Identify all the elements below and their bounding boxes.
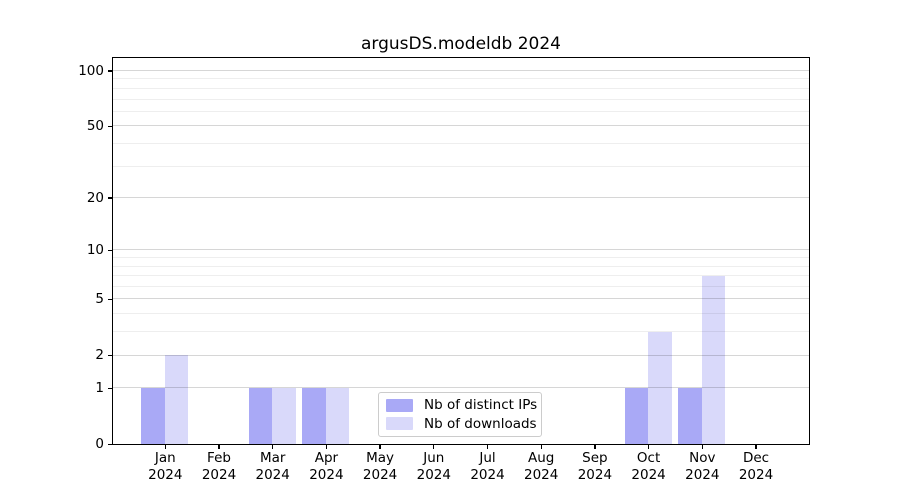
- x-tick-year: 2024: [362, 466, 398, 483]
- x-tick-label: Jun 2024: [392, 450, 476, 483]
- x-tick-year: 2024: [309, 466, 344, 483]
- x-tick-month: Sep: [582, 450, 608, 466]
- bar: [624, 387, 649, 444]
- x-tick-mark: [272, 444, 274, 450]
- chart-title: argusDS.modeldb 2024: [361, 34, 561, 54]
- legend-label: Nb of distinct IPs: [424, 397, 538, 414]
- x-tick-month: Nov: [689, 450, 716, 466]
- x-tick-year: 2024: [416, 466, 451, 483]
- x-tick-month: Dec: [742, 450, 770, 466]
- x-tick-mark: [647, 444, 650, 450]
- x-tick-year: 2024: [255, 466, 290, 483]
- legend-label: Nb of downloads: [424, 415, 537, 432]
- bars-layer: [113, 58, 809, 444]
- x-tick-month: Aug: [528, 450, 555, 466]
- x-tick-label: Dec 2024: [714, 450, 798, 483]
- y-tick-label: 50: [86, 118, 104, 135]
- legend: Nb of distinct IPs Nb of downloads: [378, 392, 542, 437]
- legend-row: Nb of downloads: [386, 415, 537, 432]
- y-tick-mark: [107, 354, 113, 357]
- x-tick-year: 2024: [524, 466, 559, 483]
- x-tick-mark: [540, 444, 542, 450]
- legend-row: Nb of distinct IPs: [386, 397, 538, 414]
- x-tick-label: Oct 2024: [607, 450, 691, 483]
- x-tick-year: 2024: [631, 466, 666, 483]
- x-tick-label: Apr 2024: [284, 450, 368, 483]
- x-tick-label: Sep 2024: [553, 450, 637, 483]
- x-tick-mark: [379, 444, 381, 450]
- x-tick-year: 2024: [577, 466, 613, 483]
- x-tick-label: Mar 2024: [231, 450, 315, 483]
- x-tick-label: Jul 2024: [446, 450, 530, 483]
- y-tick-mark: [107, 443, 113, 445]
- x-tick-month: Jul: [479, 450, 496, 466]
- x-tick-mark: [433, 444, 435, 450]
- x-tick-month: Jan: [154, 450, 176, 466]
- x-tick-label: Aug 2024: [499, 450, 583, 483]
- x-tick-mark: [701, 444, 703, 450]
- bar: [164, 355, 189, 444]
- legend-swatch: [386, 399, 413, 412]
- x-tick-month: Oct: [636, 450, 661, 466]
- bar: [678, 387, 702, 444]
- x-tick-year: 2024: [738, 466, 774, 483]
- y-tick-mark: [107, 387, 113, 389]
- x-tick-mark: [594, 444, 596, 450]
- x-tick-year: 2024: [201, 466, 237, 483]
- x-tick-mark: [325, 444, 328, 450]
- x-tick-label: Feb 2024: [177, 450, 261, 483]
- x-tick-label: May 2024: [338, 450, 422, 483]
- bar: [648, 331, 672, 444]
- y-tick-label: 2: [95, 347, 104, 364]
- y-tick-mark: [107, 249, 113, 251]
- y-tick-mark: [107, 125, 113, 127]
- bar: [272, 387, 296, 444]
- x-tick-month: Jun: [423, 450, 445, 466]
- x-tick-label: Nov 2024: [660, 450, 744, 483]
- x-tick-year: 2024: [148, 466, 183, 483]
- y-tick-label: 10: [86, 242, 104, 259]
- y-tick-mark: [107, 197, 113, 199]
- x-tick-month: Apr: [314, 450, 339, 466]
- bar: [248, 387, 273, 444]
- x-tick-mark: [486, 444, 489, 450]
- x-tick-month: May: [366, 450, 395, 466]
- x-tick-mark: [755, 444, 757, 450]
- plot-area: [111, 57, 810, 445]
- y-tick-mark: [107, 298, 113, 301]
- x-tick-year: 2024: [470, 466, 505, 483]
- bar: [325, 387, 350, 444]
- bar: [701, 275, 726, 444]
- y-tick-label: 20: [86, 189, 104, 206]
- y-tick-label: 100: [78, 62, 104, 79]
- y-tick-mark: [107, 70, 113, 72]
- x-tick-month: Mar: [259, 450, 286, 466]
- x-tick-mark: [218, 444, 220, 450]
- bar: [302, 387, 326, 444]
- y-tick-label: 0: [95, 436, 104, 453]
- y-tick-label: 5: [95, 291, 104, 308]
- bar: [141, 387, 165, 444]
- y-tick-label: 1: [95, 380, 104, 397]
- x-tick-label: Jan 2024: [123, 450, 207, 483]
- x-tick-year: 2024: [685, 466, 720, 483]
- x-tick-month: Feb: [207, 450, 231, 466]
- legend-swatch: [386, 417, 413, 430]
- x-tick-mark: [164, 444, 166, 450]
